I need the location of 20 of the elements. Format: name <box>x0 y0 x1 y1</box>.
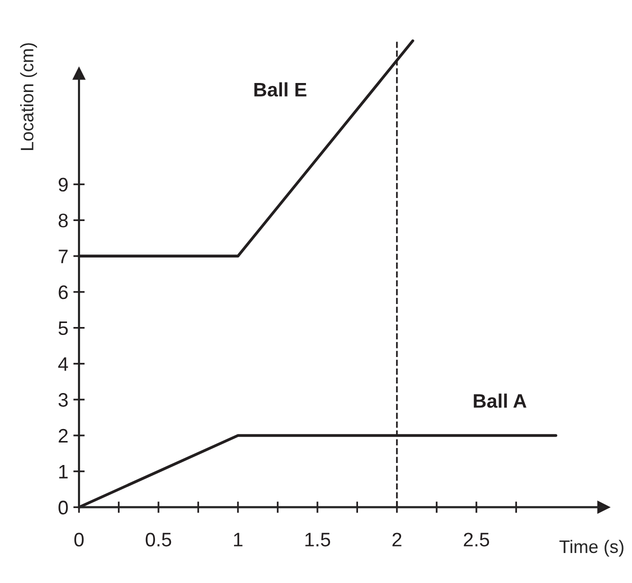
y-tick-label: 5 <box>58 321 68 336</box>
y-tick-label: 9 <box>58 178 68 192</box>
text: Ball E <box>254 82 306 97</box>
y-axis-title: Location (cm) <box>20 43 38 150</box>
x-tick-label: 0.5 <box>146 532 172 546</box>
y-tick-label: 1 <box>59 465 68 478</box>
y-tick-label: 3 <box>58 393 68 407</box>
x-tick-label: 1.5 <box>305 532 330 546</box>
y-tick-label: 0 <box>58 500 68 514</box>
y-tick-label: 4 <box>58 357 68 371</box>
x-tick-label: 2.5 <box>464 532 490 546</box>
x-tick-label: 0 <box>74 532 84 546</box>
y-tick-label: 8 <box>58 214 68 228</box>
series-label: Ball A <box>474 394 526 408</box>
y-tick-label: 7 <box>58 250 68 264</box>
x-tick-label: 2 <box>392 532 402 546</box>
y-tick-label: 2 <box>58 428 68 442</box>
x-axis-title: Time (s) <box>559 540 624 557</box>
x-tick-label: 1 <box>234 532 242 546</box>
y-tick-label: 6 <box>58 285 68 300</box>
